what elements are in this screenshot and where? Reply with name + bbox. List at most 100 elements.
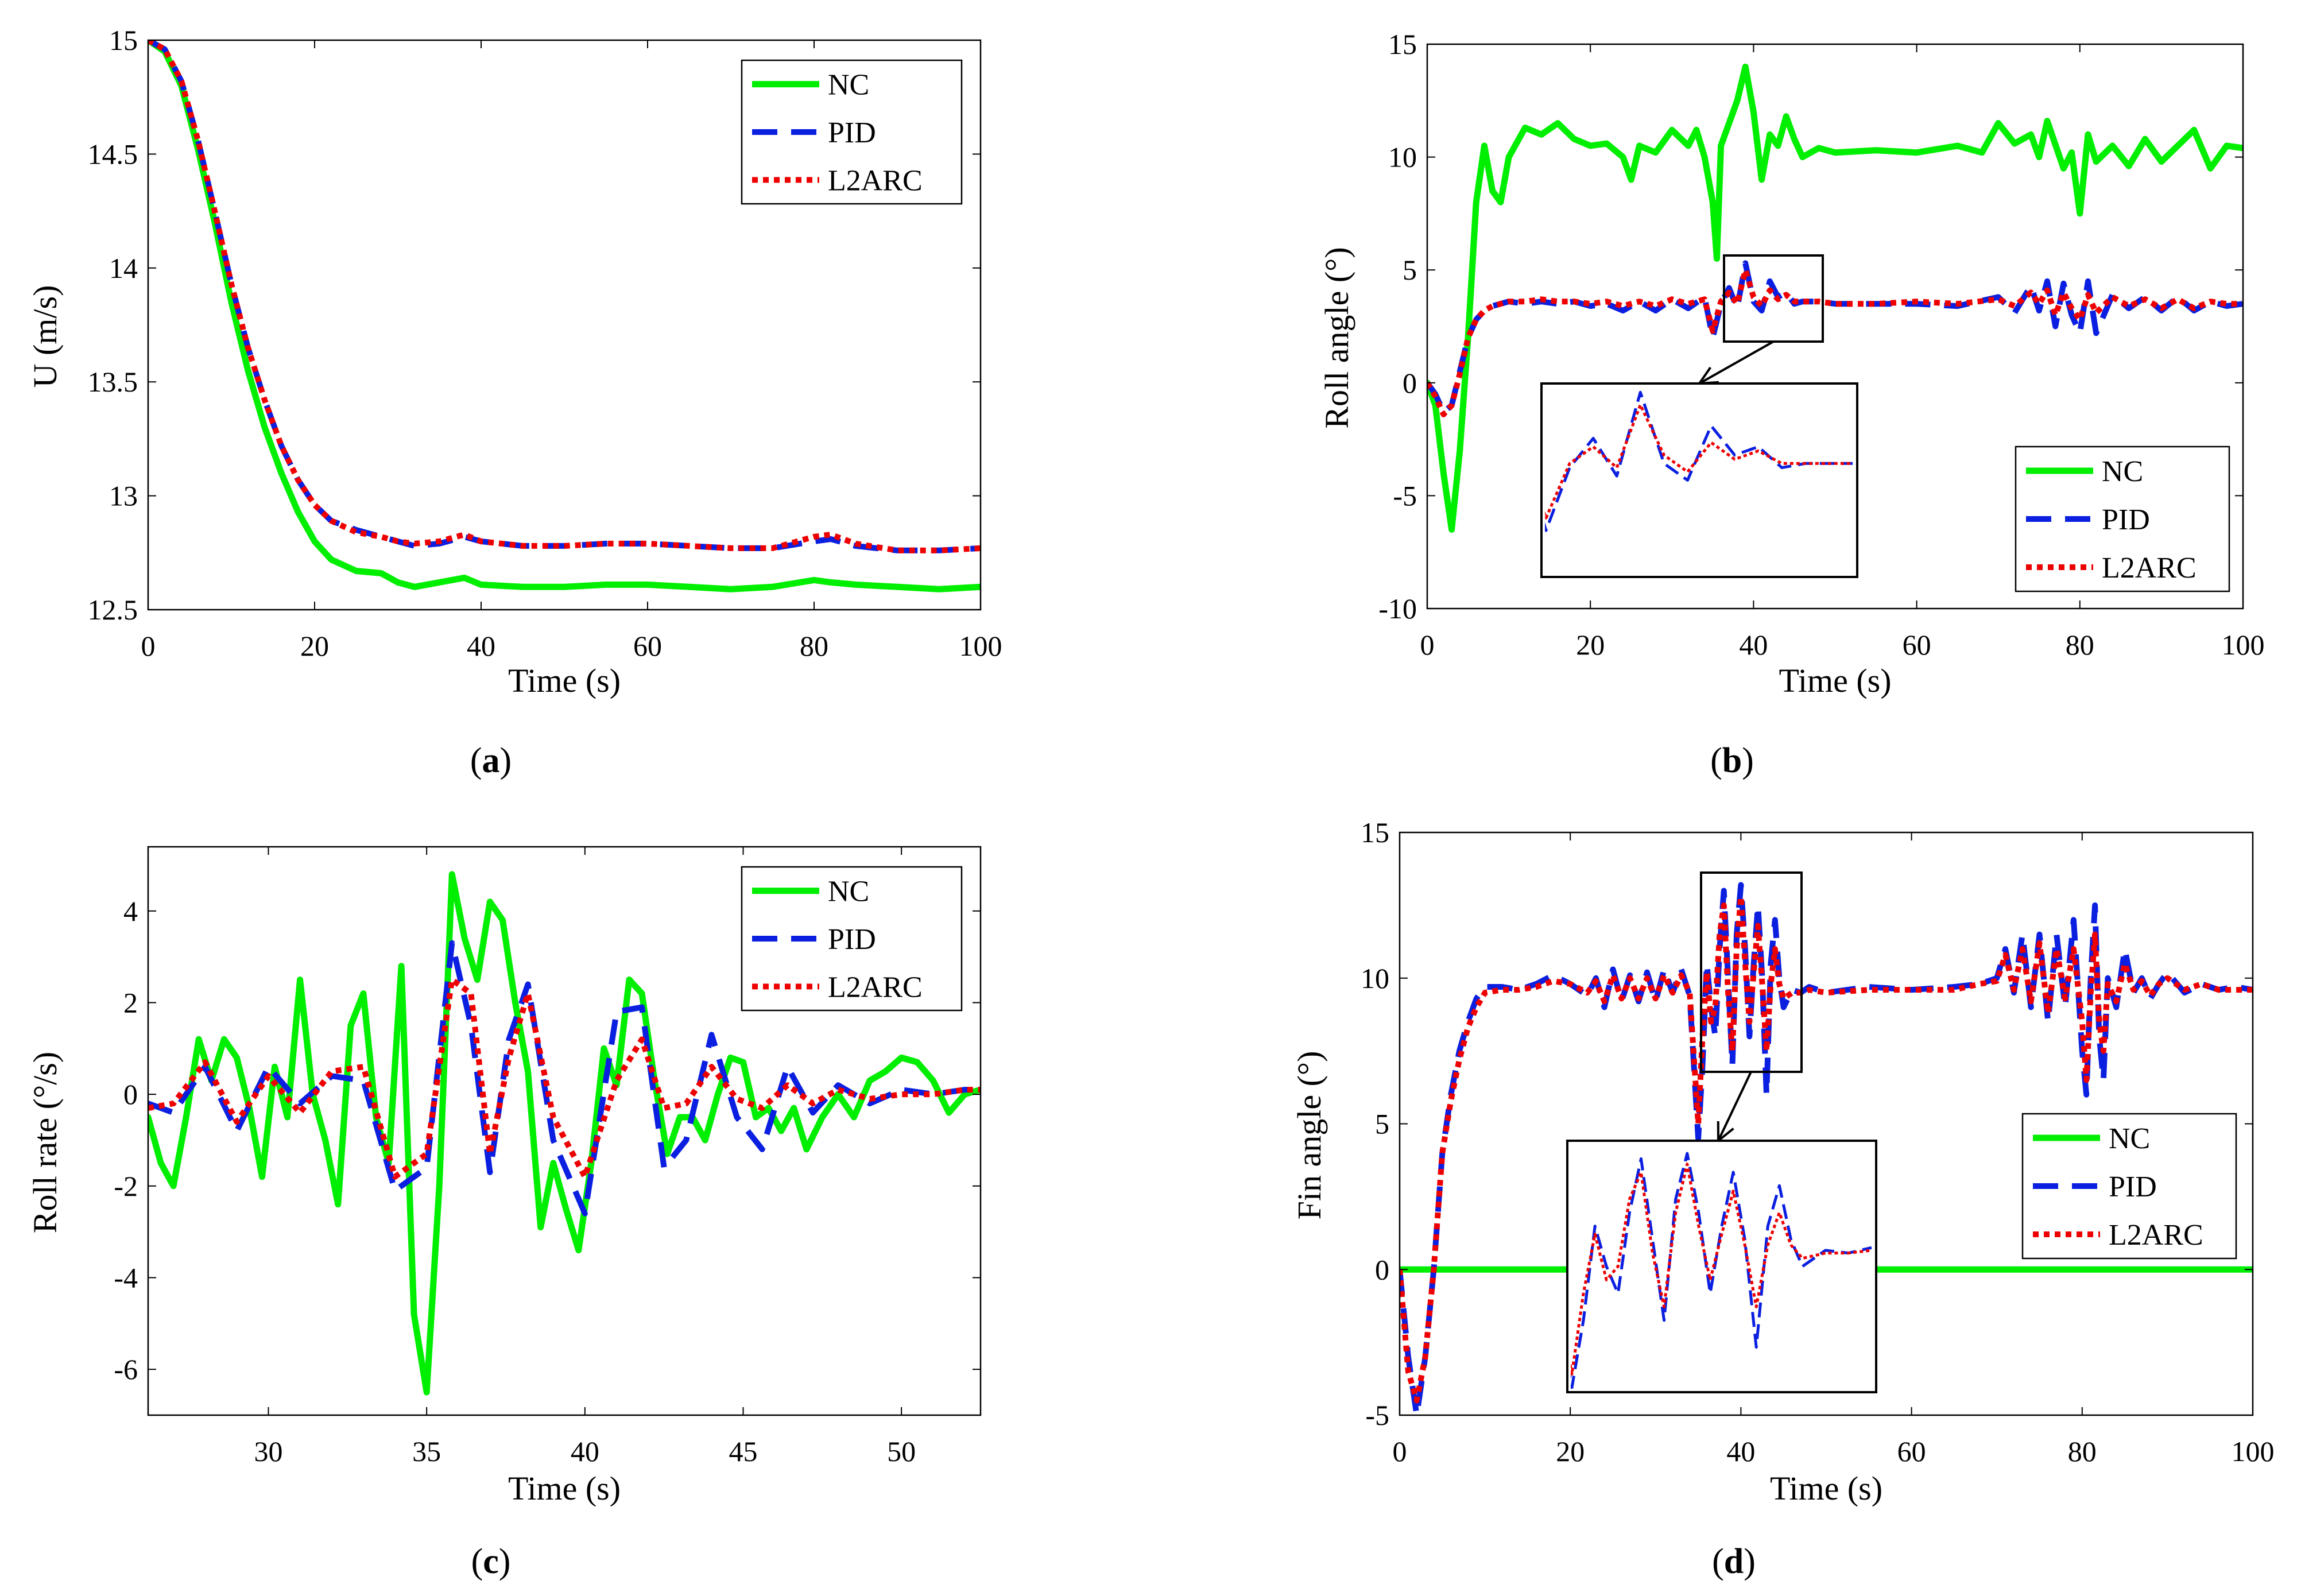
y-tick-label: -5 — [1393, 479, 1417, 512]
x-tick-label: 100 — [959, 630, 1002, 662]
caption-open-paren: ( — [1710, 741, 1722, 780]
series-group — [148, 871, 981, 1396]
axes-frame — [147, 39, 982, 611]
panel-caption: (c) — [471, 1542, 511, 1581]
panel-caption: (d) — [1712, 1542, 1756, 1581]
x-tick-label: 0 — [141, 630, 156, 662]
series-line-l2arc — [1427, 267, 2243, 417]
x-axis-label: Time (s) — [508, 662, 621, 699]
y-tick-label: -4 — [114, 1261, 138, 1293]
y-tick-label: 13.5 — [88, 366, 138, 398]
inset-line-l2arc — [1571, 1163, 1872, 1376]
caption-close-paren: ) — [1742, 741, 1754, 780]
legend-label-pid: PID — [2109, 1171, 2157, 1203]
y-tick-label: 15 — [1388, 28, 1417, 60]
y-tick-label: 4 — [123, 895, 138, 927]
x-tick-label: 100 — [2232, 1435, 2275, 1467]
y-tick-label: 0 — [1403, 367, 1417, 399]
caption-letter: a — [482, 741, 500, 780]
legend-label-l2arc: L2ARC — [828, 971, 923, 1004]
caption-letter: b — [1722, 741, 1742, 780]
series-group — [148, 40, 981, 592]
y-tick-label: 10 — [1388, 141, 1417, 173]
series-group — [1427, 63, 2243, 533]
x-tick-label: 80 — [2068, 1435, 2097, 1467]
x-tick-label: 60 — [1903, 629, 1931, 661]
series-line-l2arc — [148, 40, 981, 553]
panel-caption: (a) — [470, 741, 512, 780]
inset-box — [1540, 382, 1858, 578]
y-axis-label: U (m/s) — [26, 285, 64, 388]
legend-label-nc: NC — [2102, 455, 2143, 488]
x-tick-label: 40 — [1726, 1435, 1755, 1467]
x-tick-label: 20 — [300, 630, 329, 662]
y-axis-label: Fin angle (°) — [1291, 1051, 1328, 1220]
y-tick-label: 10 — [1361, 962, 1389, 994]
series-line-l2arc — [1400, 893, 2253, 1404]
caption-close-paren: ) — [499, 1542, 511, 1581]
x-tick-label: 20 — [1576, 629, 1605, 661]
caption-open-paren: ( — [470, 741, 482, 780]
inset-box — [1566, 1140, 1877, 1393]
x-tick-label: 50 — [887, 1435, 916, 1467]
inset-series-group — [1571, 1152, 1872, 1389]
panel-b: 0 20 40 60 80 100 -10 -5 0 5 10 15 Time (s) Roll angl… — [1318, 28, 2265, 780]
y-tick-label: 15 — [1361, 816, 1389, 849]
panel-c: 30 35 40 45 50 -6 -4 -2 0 2 4 Time (s) Roll rate (°/… — [26, 846, 982, 1581]
x-tick-label: 40 — [467, 630, 495, 662]
y-tick-label: -6 — [114, 1353, 138, 1385]
axes-frame — [147, 846, 982, 1416]
y-tick-label: 15 — [109, 24, 138, 56]
x-tick-label: 0 — [1393, 1435, 1407, 1467]
inset-line-pid — [1571, 1152, 1872, 1389]
caption-open-paren: ( — [471, 1542, 483, 1581]
legend-label-l2arc: L2ARC — [2109, 1219, 2203, 1252]
x-tick-label: 80 — [2066, 629, 2094, 661]
x-tick-label: 45 — [729, 1435, 758, 1467]
axes-frame — [1399, 831, 2254, 1416]
series-line-pid — [1427, 260, 2243, 415]
legend-label-l2arc: L2ARC — [2102, 552, 2197, 584]
x-axis-label: Time (s) — [508, 1470, 621, 1507]
axes-frame — [1426, 43, 2244, 610]
series-line-nc — [148, 40, 981, 592]
caption-close-paren: ) — [500, 741, 512, 780]
caption-close-paren: ) — [1744, 1542, 1756, 1581]
y-tick-label: 12.5 — [88, 594, 138, 626]
x-tick-label: 35 — [412, 1435, 441, 1467]
y-axis-label: Roll angle (°) — [1318, 247, 1355, 428]
caption-open-paren: ( — [1712, 1542, 1724, 1581]
y-tick-label: 0 — [1375, 1253, 1389, 1285]
x-axis-label: Time (s) — [1779, 662, 1891, 699]
x-tick-label: 60 — [633, 630, 662, 662]
x-tick-label: 40 — [1739, 629, 1768, 661]
inset-line-pid — [1545, 390, 1853, 532]
caption-letter: d — [1724, 1542, 1744, 1581]
y-axis-label: Roll rate (°/s) — [26, 1052, 64, 1233]
legend-label-l2arc: L2ARC — [828, 164, 923, 197]
legend-label-pid: PID — [2102, 503, 2150, 536]
panel-caption: (b) — [1710, 741, 1754, 780]
series-line-pid — [148, 940, 981, 1217]
y-tick-label: -10 — [1378, 592, 1417, 625]
caption-letter: c — [483, 1542, 499, 1581]
y-tick-label: 2 — [123, 986, 138, 1018]
inset-series-group — [1545, 390, 1853, 532]
y-tick-label: 14.5 — [88, 138, 138, 170]
zoom-region-box — [1700, 871, 1803, 1073]
y-tick-label: 5 — [1403, 254, 1417, 286]
y-tick-label: 14 — [109, 252, 138, 284]
panel-a: 0 20 40 60 80 100 12.5 13 13.5 14 14.5 15 Time (s) U … — [26, 24, 1002, 780]
x-tick-label: 100 — [2222, 629, 2265, 661]
y-tick-label: 5 — [1375, 1108, 1389, 1140]
legend-label-nc: NC — [2109, 1122, 2150, 1155]
legend-label-pid: PID — [828, 923, 876, 956]
x-tick-label: 40 — [571, 1435, 599, 1467]
y-tick-label: -2 — [114, 1170, 138, 1202]
legend-label-nc: NC — [828, 876, 869, 908]
zoom-arrow — [1699, 340, 1774, 385]
x-tick-label: 30 — [254, 1435, 283, 1467]
y-tick-label: -5 — [1365, 1399, 1389, 1431]
